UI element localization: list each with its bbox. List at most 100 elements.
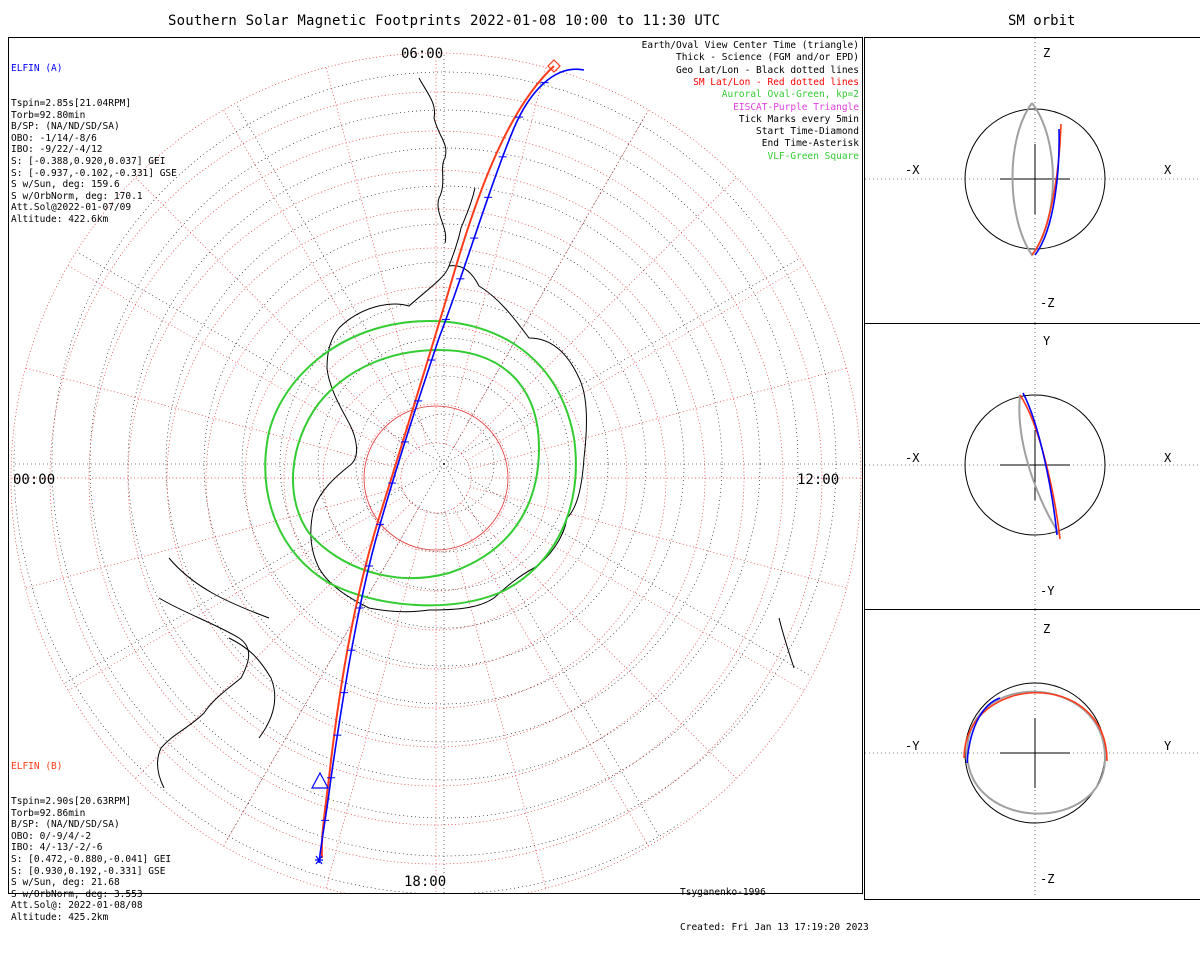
orbit-plot-xz <box>865 38 1200 323</box>
orbit-axis-left: -X <box>905 163 920 177</box>
geo-latitude-circle <box>165 185 723 743</box>
sm-latitude-circle <box>283 325 589 631</box>
geo-longitude-line <box>443 463 826 685</box>
orbit-axis-left: -Y <box>905 739 920 753</box>
legend-entry: Auroral Oval-Green, kp=2 <box>721 89 859 101</box>
sm-longitude-line <box>25 367 403 470</box>
orbit-axis-right: X <box>1164 451 1172 465</box>
sm-grid <box>10 52 862 893</box>
orbit-track-elfin-a <box>1022 392 1058 536</box>
chart-title: Southern Solar Magnetic Footprints 2022-… <box>168 13 721 29</box>
orbit-track-elfin-b <box>963 691 1108 762</box>
end-asterisk-marker <box>315 855 323 865</box>
sm-latitude-circle <box>166 208 706 748</box>
elfin-b-info: ELFIN (B) Tspin=2.90s[20.63RPM] Torb=92.8… <box>11 738 171 947</box>
elfin-a-info-line: S w/OrbNorm, deg: 170.1 <box>11 190 143 202</box>
footprint-map-frame: 06:00 00:00 12:00 18:00 ELFIN (A) Tspin=… <box>8 37 869 933</box>
created-label: Created: Fri Jan 13 17:19:20 2023 <box>680 921 869 933</box>
sm-longitude-line <box>135 502 412 779</box>
view-center-triangle-marker <box>311 771 329 789</box>
time-label-top: 06:00 <box>401 46 443 62</box>
sm-longitude-line <box>67 265 406 461</box>
start-diamond-marker <box>547 59 561 73</box>
geo-grid <box>13 55 859 893</box>
geo-latitude-circle <box>317 337 571 591</box>
legend-entry: Start Time-Diamond <box>756 126 859 138</box>
geo-longitude-line <box>443 463 665 846</box>
legend-entry: SM Lat/Lon - Red dotted lines <box>693 76 859 88</box>
time-label-left: 00:00 <box>13 472 55 488</box>
orbit-axis-top: Y <box>1043 334 1051 348</box>
elfin-b-info-line: S: [0.930,0.192,-0.331] GSE <box>11 865 166 877</box>
orbit-axis-bottom: -Y <box>1040 584 1055 598</box>
elfin-b-info-line: B/SP: (NA/ND/SD/SA) <box>11 819 120 831</box>
orbit-axis-left: -X <box>905 451 920 465</box>
orbit-track-elfin-a <box>1034 128 1060 256</box>
orbit-axis-right: X <box>1164 163 1172 177</box>
orbit-plot-yz <box>865 610 1200 895</box>
footprint-map: 06:00 00:00 12:00 18:00 <box>10 46 862 893</box>
elfin-a-info: ELFIN (A) Tspin=2.85s[21.04RPM] Torb=92.8… <box>11 40 177 249</box>
antarctica-outline <box>310 265 587 613</box>
sm-latitude-circle <box>205 247 667 709</box>
orbit-panel-xz: Z -Z -X X <box>864 37 1200 324</box>
elfin-a-info-line: S: [-0.388,0.920,0.037] GEI <box>11 155 166 167</box>
elfin-b-info-line: Att.Sol@: 2022-01-08/08 <box>11 900 143 912</box>
orbit-track-reference <box>1018 394 1061 536</box>
elfin-b-footprint-track <box>320 65 555 859</box>
orbit-track-reference <box>966 690 1107 815</box>
geo-latitude-circle <box>89 109 799 819</box>
geo-longitude-line <box>62 243 445 465</box>
legend-entry: Geo Lat/Lon - Black dotted lines <box>675 64 859 76</box>
auroral-oval-inner <box>292 348 541 580</box>
sm-latitude-circle <box>10 52 862 893</box>
elfin-a-info-line: S w/Sun, deg: 159.6 <box>11 179 120 191</box>
sm-longitude-line <box>444 67 547 445</box>
antarctic-peninsula-outline <box>448 187 476 267</box>
elfin-b-lines: Tspin=2.90s[20.63RPM] Torb=92.86min B/SP: … <box>11 796 171 924</box>
orbit-plot-xy <box>865 324 1200 609</box>
elfin-a-info-line: Torb=92.80min <box>11 109 86 121</box>
elfin-a-info-line: Att.Sol@2022-01-07/09 <box>11 202 132 214</box>
elfin-a-name: ELFIN (A) <box>11 63 63 75</box>
new-zealand-outline <box>778 617 795 669</box>
elfin-b-info-line: IBO: 4/-13/-2/-6 <box>11 842 103 854</box>
sm-longitude-line <box>325 67 428 445</box>
elfin-a-info-line: Altitude: 422.6km <box>11 213 109 225</box>
elfin-a-info-line: B/SP: (NA/ND/SD/SA) <box>11 121 120 133</box>
track-tick-marks <box>321 82 549 821</box>
elfin-b-name: ELFIN (B) <box>11 761 63 773</box>
indian-ocean-coast <box>168 557 270 619</box>
geo-latitude-circle <box>393 413 495 515</box>
elfin-a-lines: Tspin=2.85s[21.04RPM] Torb=92.80min B/SP: … <box>11 98 177 226</box>
africa-outline <box>157 597 250 789</box>
geo-longitude-line <box>62 463 445 685</box>
sm-latitude-circle <box>244 286 628 670</box>
sm-longitude-line <box>223 508 419 847</box>
sm-longitude-line <box>460 502 737 779</box>
orbit-panel-xy: Y -Y -X X <box>864 323 1200 610</box>
auroral-ovals <box>264 319 577 607</box>
auroral-oval-outer <box>264 319 577 607</box>
continent-outlines <box>157 77 795 789</box>
legend-entry: Tick Marks every 5min <box>738 113 859 125</box>
time-label-right: 12:00 <box>797 472 839 488</box>
sm-pole-circle <box>363 405 509 551</box>
geo-latitude-circle <box>241 261 647 667</box>
orbit-axis-bottom: -Z <box>1040 872 1055 886</box>
orbit-axis-right: Y <box>1164 739 1172 753</box>
orbit-axis-top: Z <box>1043 46 1051 60</box>
elfin-a-info-line: S: [-0.937,-0.102,-0.331] GSE <box>11 167 177 179</box>
elfin-a-info-line: Tspin=2.85s[21.04RPM] <box>11 97 132 109</box>
geo-longitude-line <box>223 82 445 465</box>
legend-entry: Thick - Science (FGM and/or EPD) <box>675 52 859 64</box>
model-label: Tsyganenko-1996 <box>680 887 766 899</box>
time-label-bottom: 18:00 <box>404 874 446 890</box>
elfin-a-footprint-track <box>318 68 585 864</box>
orbit-axis-bottom: -Z <box>1040 296 1055 310</box>
elfin-b-info-line: S w/Sun, deg: 21.68 <box>11 877 120 889</box>
elfin-b-info-line: Tspin=2.90s[20.63RPM] <box>11 795 132 807</box>
orbit-track-elfin-b <box>1031 123 1062 256</box>
legend-entry: EISCAT-Purple Triangle <box>733 101 859 113</box>
orbit-track-elfin-b <box>1019 394 1061 540</box>
